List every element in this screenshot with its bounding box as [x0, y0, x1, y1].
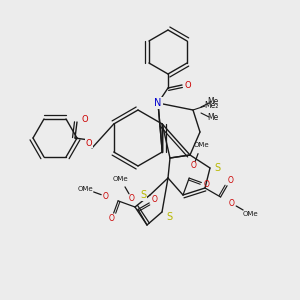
- Text: S: S: [214, 163, 220, 173]
- Text: S: S: [166, 212, 172, 222]
- Text: O: O: [227, 176, 233, 185]
- Text: O: O: [82, 115, 88, 124]
- Text: N: N: [154, 98, 162, 108]
- Text: O: O: [185, 80, 191, 89]
- Text: O: O: [82, 115, 88, 124]
- Text: O: O: [229, 199, 235, 208]
- Text: O: O: [86, 139, 92, 148]
- Text: OMe: OMe: [113, 176, 128, 182]
- Text: O: O: [129, 194, 134, 203]
- Text: O: O: [152, 195, 158, 204]
- Text: S: S: [140, 190, 146, 200]
- Text: OMe: OMe: [193, 142, 209, 148]
- Text: O: O: [109, 214, 115, 223]
- Text: Me: Me: [207, 98, 219, 106]
- Text: O: O: [185, 80, 191, 89]
- Text: O: O: [86, 139, 92, 148]
- Text: OMe: OMe: [77, 186, 93, 192]
- Text: N: N: [154, 98, 162, 108]
- Text: OMe: OMe: [243, 212, 259, 218]
- Text: S: S: [214, 163, 220, 173]
- Text: Me₂: Me₂: [204, 100, 218, 109]
- Text: O: O: [204, 180, 210, 189]
- Text: S: S: [166, 212, 172, 222]
- Text: S: S: [140, 190, 146, 200]
- Text: Me: Me: [207, 113, 219, 122]
- Text: O: O: [103, 192, 109, 201]
- Text: O: O: [191, 161, 197, 170]
